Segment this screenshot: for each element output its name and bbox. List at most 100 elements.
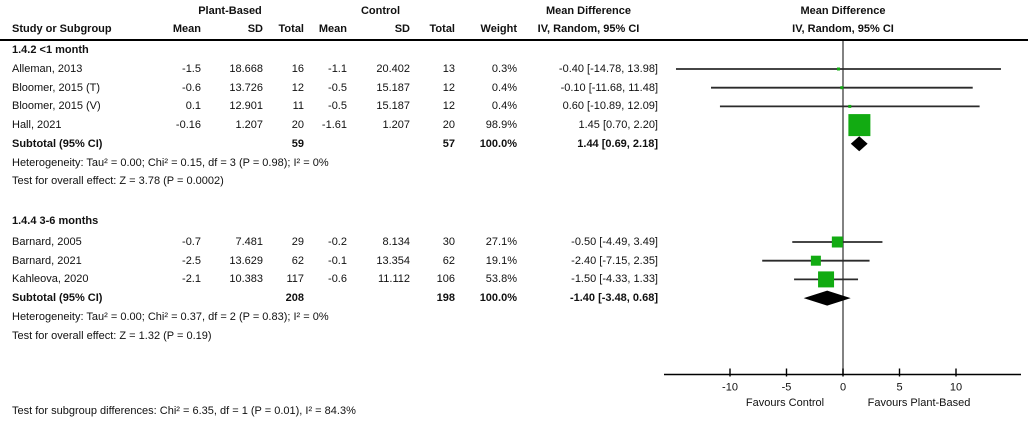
column-header-mean1: Mean (172, 23, 201, 35)
subtotal-total2: 198 (436, 292, 455, 305)
mean2-cell: -0.6 (328, 273, 347, 286)
total1-cell: 29 (291, 236, 304, 248)
total1-cell: 20 (291, 119, 304, 132)
total2-cell: 12 (442, 81, 455, 94)
study-name: Bloomer, 2015 (T) (12, 81, 101, 94)
axis-tick-label: 0 (840, 382, 846, 394)
subtotal-weight: 100.0% (479, 137, 517, 150)
sd2-cell: 13.354 (376, 254, 410, 267)
axis-label-right: Favours Plant-Based (867, 397, 971, 409)
effect-marker (840, 86, 844, 90)
axis-label-left: Favours Control (745, 397, 825, 409)
subtotal-md-ci: -1.40 [-3.48, 0.68] (569, 292, 658, 305)
column-header-total1: Total (278, 23, 304, 35)
heterogeneity-note-text: Heterogeneity: Tau² = 0.00; Chi² = 0.15,… (12, 156, 329, 169)
total1-cell: 12 (291, 81, 304, 94)
sd2-cell: 11.112 (377, 273, 410, 286)
overall-effect-note-text: Test for overall effect: Z = 3.78 (P = 0… (12, 175, 224, 188)
sd2-cell: 8.134 (382, 236, 410, 248)
sd1-cell: 1.207 (235, 119, 263, 132)
subtotal-md-ci: 1.44 [0.69, 2.18] (577, 137, 658, 150)
heterogeneity-note-text: Heterogeneity: Tau² = 0.00; Chi² = 0.37,… (12, 310, 329, 323)
md-ci-cell: -0.50 [-4.49, 3.49] (571, 236, 658, 248)
subgroup-label: 1.4.4 3-6 months (12, 214, 99, 227)
mean1-cell: -0.6 (182, 81, 201, 94)
sd2-cell: 1.207 (382, 119, 410, 132)
subgroup-label: 1.4.2 <1 month (12, 44, 89, 56)
study-name: Hall, 2021 (12, 119, 62, 132)
group1-column-header: Plant-Based (198, 5, 262, 17)
study-row: Bloomer, 2015 (T) -0.6 13.726 12 -0.5 15.187 1… (0, 79, 660, 97)
md-text-column-header: Mean Difference (546, 5, 631, 17)
sd2-cell: 15.187 (376, 100, 410, 113)
header-divider (0, 39, 1028, 41)
heterogeneity-note: Heterogeneity: Tau² = 0.00; Chi² = 0.37,… (0, 308, 660, 326)
subtotal-diamond (803, 290, 851, 306)
plot-column-subheader: IV, Random, 95% CI (792, 23, 894, 35)
sd1-cell: 13.726 (229, 81, 263, 94)
sd1-cell: 10.383 (229, 273, 263, 286)
mean2-cell: -0.5 (328, 81, 347, 94)
total2-cell: 12 (442, 100, 455, 113)
overall-effect-note: Test for overall effect: Z = 3.78 (P = 0… (0, 172, 660, 190)
mean2-cell: -0.5 (328, 100, 347, 113)
md-ci-cell: -0.40 [-14.78, 13.98] (558, 63, 658, 75)
sd2-cell: 20.402 (376, 63, 410, 75)
study-name: Alleman, 2013 (12, 63, 83, 75)
weight-cell: 53.8% (485, 273, 517, 286)
mean1-cell: -2.5 (182, 254, 201, 267)
effect-marker (810, 255, 821, 266)
weight-cell: 0.4% (491, 100, 517, 113)
study-name: Bloomer, 2015 (V) (12, 100, 101, 113)
weight-cell: 98.9% (485, 119, 517, 132)
axis-tick-label: 10 (950, 382, 962, 394)
total2-cell: 106 (436, 273, 455, 286)
sd2-cell: 15.187 (376, 81, 410, 94)
column-header-study: Study or Subgroup (12, 23, 112, 35)
subtotal-row: Subtotal (95% CI) 59 57 100.0% 1.44 [0.69, 2… (0, 135, 660, 153)
weight-cell: 0.4% (491, 81, 517, 94)
subgroup-header-row: 1.4.2 <1 month (0, 41, 660, 59)
effect-marker (818, 271, 835, 288)
total2-cell: 13 (442, 63, 455, 75)
total1-cell: 62 (291, 254, 304, 267)
group2-column-header: Control (360, 5, 401, 17)
effect-marker (831, 236, 843, 248)
mean2-cell: -0.2 (328, 236, 347, 248)
heterogeneity-note: Heterogeneity: Tau² = 0.00; Chi² = 0.15,… (0, 154, 660, 172)
subtotal-diamond (850, 136, 868, 152)
study-row: Bloomer, 2015 (V) 0.1 12.901 11 -0.5 15.187 12… (0, 97, 660, 115)
mean1-cell: 0.1 (185, 100, 201, 113)
subtotal-row: Subtotal (95% CI) 208 198 100.0% -1.40 [-3.4… (0, 289, 660, 307)
mean1-cell: -2.1 (182, 273, 201, 286)
axis-tick-label: -5 (782, 382, 792, 394)
column-header-weight: Weight (480, 23, 517, 35)
subgroup-header-row: 1.4.4 3-6 months (0, 212, 660, 230)
overall-effect-note: Test for overall effect: Z = 1.32 (P = 0… (0, 327, 660, 345)
subtotal-label: Subtotal (95% CI) (12, 292, 103, 305)
mean1-cell: -0.7 (182, 236, 201, 248)
mean1-cell: -1.5 (182, 63, 201, 75)
total2-cell: 30 (442, 236, 455, 248)
subtotal-total1: 59 (291, 137, 304, 150)
subtotal-total1: 208 (285, 292, 304, 305)
subtotal-weight: 100.0% (479, 292, 517, 305)
sd1-cell: 12.901 (229, 100, 263, 113)
study-row: Hall, 2021 -0.16 1.207 20 -1.61 1.207 20 98.9% 1… (0, 116, 660, 134)
mean2-cell: -1.1 (328, 63, 347, 75)
sd1-cell: 13.629 (229, 254, 263, 267)
total1-cell: 11 (292, 100, 304, 113)
subtotal-total2: 57 (442, 137, 455, 150)
total1-cell: 117 (286, 273, 304, 286)
md-ci-cell: 1.45 [0.70, 2.20] (578, 119, 658, 132)
md-ci-cell: -2.40 [-7.15, 2.35] (571, 254, 658, 267)
mean1-cell: -0.16 (175, 119, 201, 132)
study-row: Barnard, 2005 -0.7 7.481 29 -0.2 8.134 30 27.1%… (0, 233, 660, 251)
mean2-cell: -0.1 (328, 254, 347, 267)
effect-marker (836, 67, 840, 71)
axis-tick-label: -10 (722, 382, 738, 394)
subtotal-label: Subtotal (95% CI) (12, 137, 103, 150)
sd1-cell: 18.668 (229, 63, 263, 75)
mean2-cell: -1.61 (321, 119, 347, 132)
